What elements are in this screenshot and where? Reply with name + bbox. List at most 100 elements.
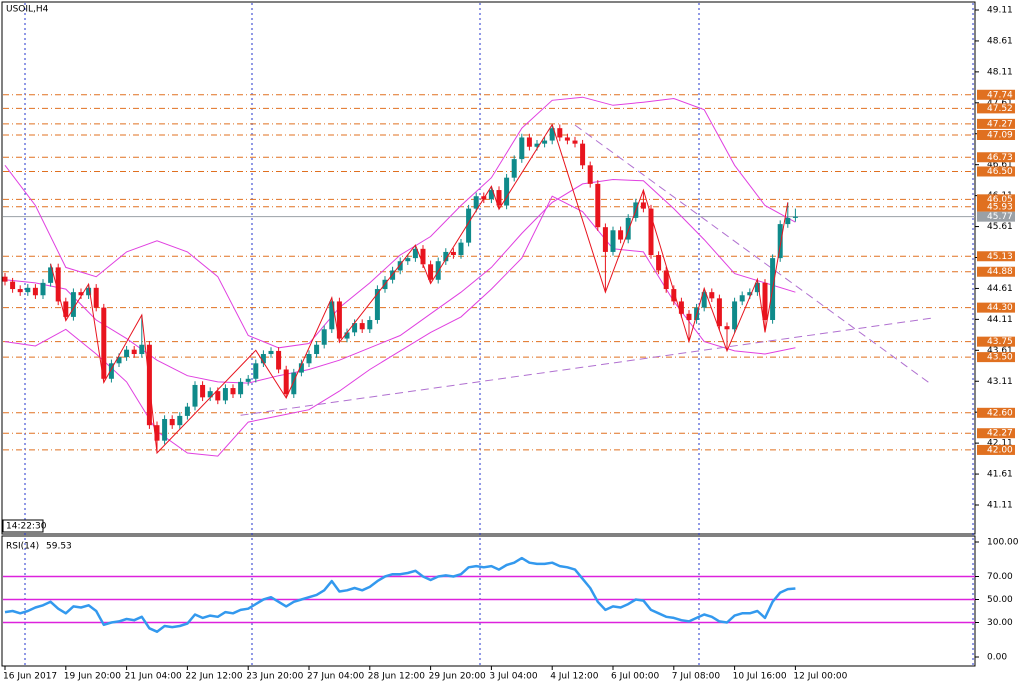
level-label: 42.00: [987, 445, 1013, 455]
candle-body: [55, 267, 61, 302]
y-tick-label: 30.00: [987, 618, 1013, 628]
candle-body: [245, 378, 251, 382]
level-label: 46.50: [987, 167, 1013, 177]
level-label-box: [977, 352, 1015, 363]
candle-body: [207, 391, 213, 398]
y-tick-label: 44.61: [987, 284, 1013, 294]
level-label: 44.88: [987, 267, 1013, 277]
candle-body: [222, 388, 228, 401]
y-tick-label: 50.00: [987, 595, 1013, 605]
candle-body: [374, 289, 380, 320]
candle-body: [215, 391, 221, 401]
level-label-box: [977, 152, 1015, 163]
x-tick-label: 23 Jun 20:00: [246, 672, 303, 682]
x-tick-label: 3 Jul 04:00: [489, 672, 538, 682]
x-tick-label: 12 Jul 00:00: [793, 672, 847, 682]
y-tick-label: 45.61: [987, 222, 1013, 232]
level-label: 45.93: [987, 202, 1013, 212]
candle-body: [352, 323, 358, 333]
candle-body: [785, 217, 791, 225]
candle-body: [473, 196, 479, 209]
candle-body: [511, 159, 517, 178]
candle-body: [367, 319, 373, 330]
candle-body: [656, 255, 662, 271]
level-label-box: [977, 407, 1015, 418]
candle-body: [671, 289, 677, 302]
candle-body: [306, 354, 312, 364]
candle-body: [458, 242, 464, 256]
chart-title: USOIL,H4: [6, 5, 49, 15]
level-label: 43.75: [987, 337, 1013, 347]
candle-body: [17, 289, 23, 293]
x-tick-label: 27 Jun 04:00: [307, 672, 364, 682]
candle-body: [549, 128, 555, 141]
level-label-box: [977, 428, 1015, 439]
candle-body: [321, 329, 327, 345]
y-tick-label: 70.00: [987, 572, 1013, 582]
candle-body: [10, 281, 16, 290]
candle-body: [762, 282, 768, 320]
candle-body: [63, 301, 69, 317]
y-tick-label: 100.00: [987, 538, 1019, 548]
candle-body: [124, 349, 130, 358]
x-tick-label: 21 Jun 04:00: [125, 672, 182, 682]
candle-body: [686, 313, 692, 320]
level-label: 47.27: [987, 119, 1013, 129]
candle-body: [754, 282, 760, 293]
candle-body: [162, 418, 168, 441]
candle-body: [618, 230, 624, 240]
candle-body: [253, 363, 259, 379]
rsi-title: RSI(14): [6, 542, 39, 552]
y-tick-label: 43.61: [987, 346, 1013, 356]
candle-body: [663, 270, 669, 290]
candle-body: [192, 384, 198, 407]
candle-body: [716, 298, 722, 327]
level-label: 45.13: [987, 252, 1013, 262]
candle-body: [450, 251, 456, 256]
candle-body: [739, 295, 745, 302]
y-tick-label: 43.11: [987, 377, 1013, 387]
candle-body: [625, 217, 631, 240]
level-label: 47.09: [987, 130, 1013, 140]
candle-body: [412, 248, 418, 259]
rsi-line: [4, 556, 796, 633]
candle-body: [648, 208, 654, 256]
candle-body: [70, 292, 76, 317]
level-label: 42.60: [987, 408, 1013, 418]
level-label-box: [977, 103, 1015, 114]
candle-body: [25, 287, 31, 293]
candle-body: [390, 270, 396, 280]
main-panel: [1, 1, 976, 535]
candle-body: [359, 323, 365, 330]
candle-body: [93, 287, 99, 308]
x-tick-label: 19 Jun 20:00: [64, 672, 121, 682]
y-tick-label: 44.11: [987, 315, 1013, 325]
level-label: 43.50: [987, 353, 1013, 363]
candle-body: [283, 369, 289, 395]
candle-body: [344, 332, 350, 339]
candle-body: [488, 190, 494, 200]
trendline: [240, 317, 933, 416]
bollinger-lower: [4, 195, 796, 457]
y-tick-label: 47.61: [987, 98, 1013, 108]
period-separators: [24, 3, 974, 665]
y-tick-label: 48.61: [987, 36, 1013, 46]
candle-body: [154, 425, 160, 441]
y-tick-label: 49.11: [987, 6, 1013, 16]
candle-body: [86, 287, 92, 296]
candle-body: [131, 349, 137, 355]
candle-body: [640, 202, 646, 209]
candle-body: [238, 381, 244, 395]
level-label: 46.73: [987, 153, 1013, 163]
candle-body: [260, 354, 266, 364]
bollinger-upper: [4, 96, 796, 349]
candle-body: [580, 143, 586, 166]
candle-body: [466, 208, 472, 243]
y-tick-label: 41.61: [987, 470, 1013, 480]
candle-body: [276, 350, 282, 370]
candle-body: [610, 230, 616, 252]
candle-body: [747, 292, 753, 296]
candle-body: [169, 418, 175, 426]
level-label-box: [977, 336, 1015, 347]
